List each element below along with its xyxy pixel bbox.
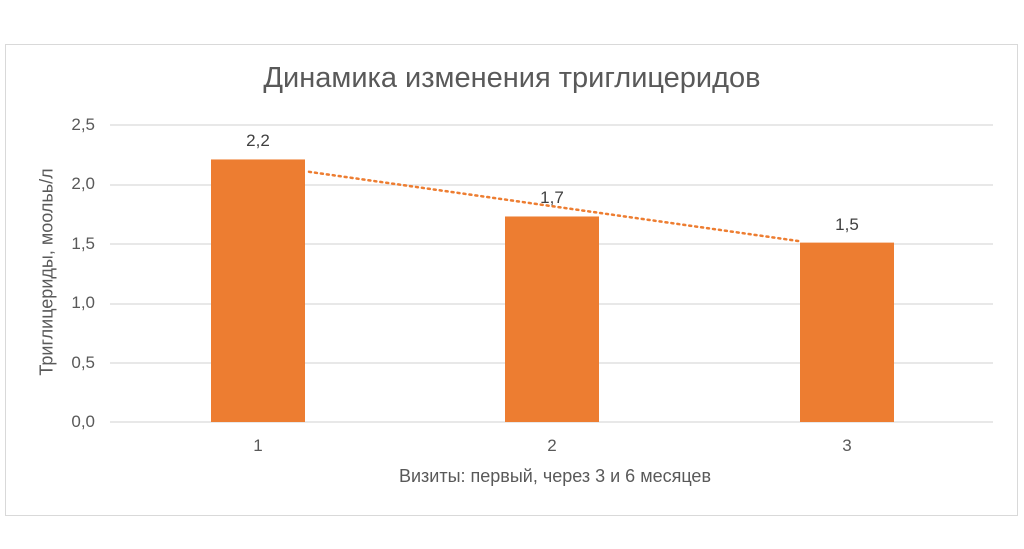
- y-tick-label: 1,5: [71, 233, 95, 253]
- bar-3: [800, 242, 894, 422]
- trendline: [307, 170, 802, 243]
- bar-2: [505, 216, 599, 422]
- x-tick-label: 3: [842, 436, 852, 455]
- y-tick-label: 0,0: [71, 412, 95, 431]
- bars: [211, 159, 894, 422]
- chart-title: Динамика изменения триглицеридов: [263, 62, 761, 94]
- x-tick-label: 1: [253, 436, 263, 455]
- y-tick-label: 1,0: [71, 293, 95, 313]
- y-axis-label: Триглицериды, моольь/л: [36, 168, 57, 376]
- y-tick-label: 2,5: [71, 115, 95, 134]
- bar-1: [211, 159, 305, 422]
- data-label: 1,5: [835, 214, 859, 234]
- y-tick-label: 2,0: [71, 174, 95, 194]
- x-axis-label: Визиты: первый, через 3 и 6 месяцев: [398, 466, 712, 486]
- data-label: 2,2: [246, 131, 270, 151]
- y-tick-label: 0,5: [71, 352, 95, 372]
- data-label: 1,7: [540, 188, 564, 208]
- x-tick-label: 2: [547, 436, 557, 455]
